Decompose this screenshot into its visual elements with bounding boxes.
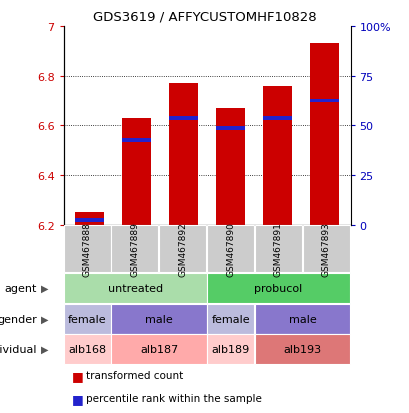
Text: ▶: ▶ <box>41 344 48 354</box>
Text: alb193: alb193 <box>283 344 321 354</box>
Bar <box>216 109 245 225</box>
Bar <box>169 117 198 121</box>
Text: ▶: ▶ <box>41 314 48 324</box>
Text: GSM467888: GSM467888 <box>82 221 91 276</box>
Text: gender: gender <box>0 314 37 324</box>
Text: untreated: untreated <box>107 283 162 293</box>
Bar <box>75 218 104 222</box>
Text: probucol: probucol <box>254 283 302 293</box>
Bar <box>263 86 292 225</box>
Text: GDS3619 / AFFYCUSTOMHF10828: GDS3619 / AFFYCUSTOMHF10828 <box>93 10 316 23</box>
Bar <box>169 84 198 225</box>
Text: GSM467891: GSM467891 <box>273 221 282 276</box>
Text: GSM467890: GSM467890 <box>225 221 234 276</box>
Text: individual: individual <box>0 344 37 354</box>
Bar <box>309 44 338 225</box>
Text: female: female <box>68 314 106 324</box>
Text: alb189: alb189 <box>211 344 249 354</box>
Bar <box>121 119 151 225</box>
Text: ■: ■ <box>72 369 83 382</box>
Text: percentile rank within the sample: percentile rank within the sample <box>86 393 261 403</box>
Text: female: female <box>211 314 249 324</box>
Text: GSM467889: GSM467889 <box>130 221 139 276</box>
Bar <box>263 117 292 121</box>
Bar <box>121 139 151 143</box>
Text: alb168: alb168 <box>68 344 106 354</box>
Text: male: male <box>145 314 173 324</box>
Text: ▶: ▶ <box>41 283 48 293</box>
Text: agent: agent <box>4 283 37 293</box>
Text: alb187: alb187 <box>139 344 178 354</box>
Bar <box>75 213 104 225</box>
Text: ■: ■ <box>72 392 83 405</box>
Text: GSM467892: GSM467892 <box>178 221 187 276</box>
Bar <box>309 100 338 103</box>
Bar <box>216 127 245 131</box>
Text: GSM467893: GSM467893 <box>321 221 330 276</box>
Text: male: male <box>288 314 316 324</box>
Text: transformed count: transformed count <box>86 370 183 380</box>
